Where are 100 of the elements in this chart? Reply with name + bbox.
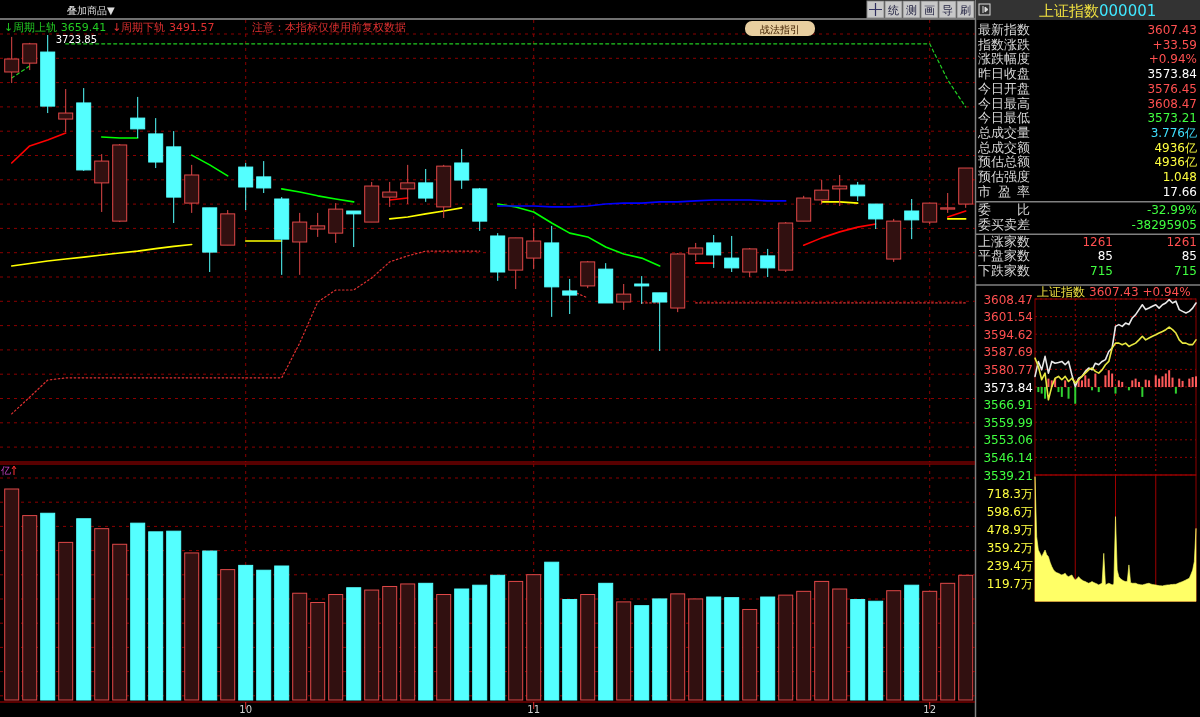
- bar: [202, 550, 218, 701]
- text: 刷: [960, 4, 971, 17]
- y-tick-label: 3580.77: [983, 362, 1033, 377]
- candlestick: [814, 179, 830, 205]
- bar: [724, 597, 740, 701]
- bar: [598, 582, 614, 701]
- text: ↓周期下轨 3491.57: [112, 21, 215, 34]
- text: 今日最高: [978, 95, 1030, 111]
- bar: [1067, 387, 1070, 399]
- y-tick-label: 119.7万: [986, 576, 1033, 591]
- candlestick: [526, 227, 542, 270]
- bar: [1094, 373, 1097, 387]
- bar: [580, 594, 596, 701]
- annotation: 3723.85: [55, 34, 98, 45]
- bar: [778, 594, 794, 701]
- y-tick-label: 3573.84: [983, 380, 1033, 395]
- text: 涨跌幅度: [978, 51, 1030, 67]
- bar: [472, 584, 488, 701]
- chart-subtitle: 3607.43 +0.94%: [1089, 285, 1191, 299]
- bar: [490, 574, 506, 701]
- candlestick: [922, 202, 938, 225]
- candlestick: [382, 181, 398, 208]
- bar: [1087, 378, 1090, 387]
- bar: [742, 608, 758, 701]
- candlestick: [616, 283, 632, 311]
- text: 市 盈 率: [978, 183, 1030, 199]
- y-tick-label: 598.6万: [986, 504, 1033, 519]
- bar: [670, 593, 686, 701]
- bar: [1137, 381, 1140, 387]
- candlestick: [418, 168, 434, 203]
- text: 预估强度: [978, 169, 1030, 184]
- bar: [418, 582, 434, 701]
- bar: [328, 594, 344, 701]
- text: 715: [1090, 264, 1113, 279]
- bar: [130, 522, 146, 701]
- candlestick: [454, 148, 470, 190]
- text: 上涨家数: [978, 233, 1030, 249]
- text: 3576.45: [1147, 81, 1197, 96]
- text: 平盘家数: [978, 248, 1030, 264]
- bar: [652, 598, 668, 701]
- bar: [868, 600, 884, 701]
- candlestick: [832, 174, 848, 207]
- text: +0.94%: [1148, 52, 1197, 67]
- bar: [940, 582, 956, 701]
- bar: [400, 583, 416, 701]
- bar: [238, 564, 254, 701]
- bar: [58, 541, 74, 701]
- candlestick: [292, 212, 308, 276]
- bar: [184, 552, 200, 701]
- y-tick-label: 239.4万: [986, 558, 1033, 573]
- bar: [292, 592, 308, 701]
- bar: [904, 584, 920, 701]
- bar: [1148, 380, 1151, 387]
- bar: [562, 599, 578, 701]
- text: 注意：本指标仅使用前复权数据: [252, 21, 406, 34]
- bar: [1174, 387, 1177, 394]
- candlestick: [706, 234, 722, 269]
- text: 委 比: [978, 202, 1030, 217]
- candlestick: [562, 278, 578, 315]
- y-tick-label: 3566.91: [983, 398, 1033, 413]
- bar: [454, 588, 470, 701]
- bar: [958, 574, 974, 701]
- bar: [706, 596, 722, 701]
- bar: [922, 590, 938, 701]
- bar: [364, 589, 380, 701]
- candlestick: [4, 36, 20, 84]
- x-tick-label: 12: [923, 704, 937, 715]
- text: 1261: [1166, 234, 1197, 249]
- bar: [22, 515, 38, 701]
- y-tick-label: 3546.14: [983, 450, 1033, 465]
- chart-title: 上证指数: [1037, 285, 1085, 299]
- text: 预估总额: [978, 154, 1030, 170]
- candlestick: [760, 248, 776, 278]
- bar: [94, 528, 110, 701]
- text: 3573.21: [1147, 111, 1197, 126]
- text: 测: [906, 4, 917, 17]
- text: 4936亿: [1154, 140, 1197, 155]
- bar: [4, 488, 20, 701]
- bar: [1074, 387, 1077, 404]
- y-tick-label: 3587.69: [983, 345, 1033, 360]
- text: +33.59: [1152, 37, 1197, 52]
- text: 4936亿: [1154, 155, 1197, 170]
- bar: [1158, 378, 1161, 387]
- text: -38295905: [1131, 217, 1197, 232]
- candlestick: [346, 210, 362, 248]
- candlestick: [652, 292, 668, 352]
- text: 昨日收盘: [978, 66, 1030, 82]
- bar: [310, 602, 326, 701]
- bar: [1134, 378, 1137, 387]
- bar: [1117, 380, 1120, 387]
- y-tick-label: 359.2万: [986, 540, 1033, 555]
- y-tick-label: 3601.54: [983, 310, 1033, 325]
- candlestick: [742, 247, 758, 278]
- bar: [1164, 373, 1167, 387]
- text: 3608.47: [1147, 96, 1197, 111]
- text: -32.99%: [1146, 203, 1197, 217]
- bar: [1178, 378, 1181, 387]
- bar: [1121, 381, 1124, 387]
- bar: [1057, 387, 1060, 393]
- candlestick: [238, 162, 254, 211]
